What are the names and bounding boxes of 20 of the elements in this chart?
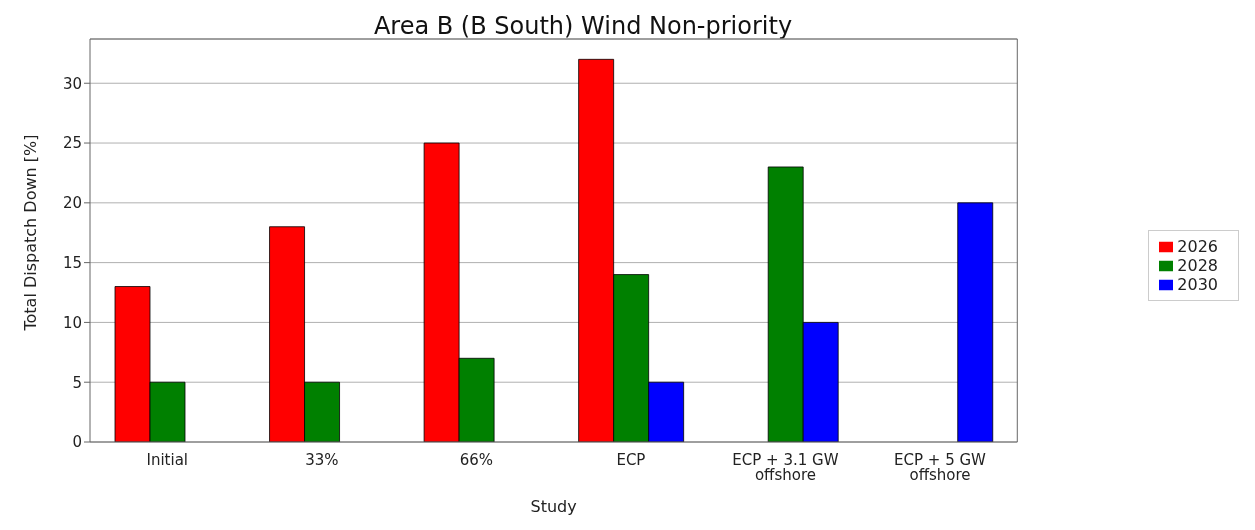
legend-label: 2030 (1177, 274, 1218, 294)
y-tick-label: 20 (62, 194, 82, 213)
x-tick-label: ECP (616, 450, 646, 469)
chart-title: Area B (B South) Wind Non-priority (372, 12, 794, 40)
y-tick-label: 15 (62, 253, 82, 272)
y-tick-label: 0 (72, 433, 82, 452)
legend-label: 2028 (1177, 255, 1218, 275)
y-tick-label: 30 (62, 74, 82, 93)
y-tick-label: 10 (62, 313, 82, 332)
y-tick-label: 25 (62, 134, 82, 153)
x-tick-label: ECP + 5 GW offshore (894, 450, 987, 484)
legend-label: 2026 (1177, 236, 1218, 256)
y-axis-title: Total Dispatch Down [%] (20, 134, 40, 332)
bar (957, 202, 994, 442)
x-tick-label: ECP + 3.1 GW offshore (732, 450, 839, 484)
x-tick-label: Initial (146, 450, 189, 469)
x-tick-label: 33% (305, 450, 339, 469)
x-axis-title: Study (530, 497, 577, 516)
y-tick-label: 5 (72, 373, 82, 392)
x-tick-label: 66% (459, 450, 494, 469)
